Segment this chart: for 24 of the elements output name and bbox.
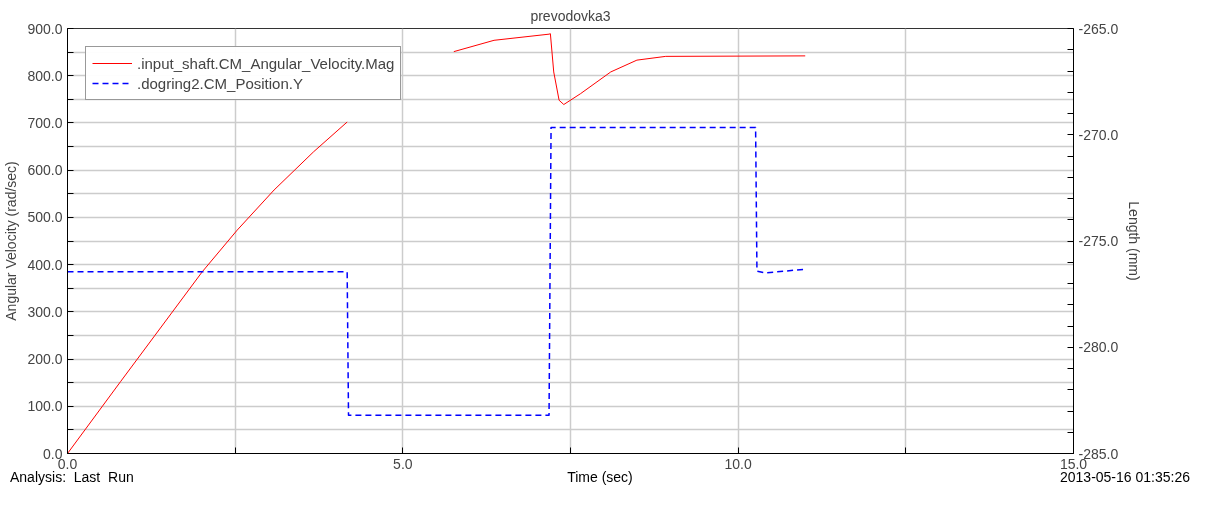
text: 2013-05-16 01:35:26 xyxy=(1059,469,1190,487)
y2-axis-title: Length (mm) xyxy=(1126,201,1143,281)
line-series xyxy=(67,126,806,416)
y2-tick-label: -265.0 xyxy=(1078,20,1119,37)
y-tick-label: 400.0 xyxy=(27,256,63,273)
y-tick-label: 800.0 xyxy=(27,67,63,84)
chart-title: prevodovka3 xyxy=(530,7,611,24)
y2-tick-label: -270.0 xyxy=(1078,126,1119,143)
y-tick-label: 600.0 xyxy=(27,162,63,179)
y-tick-label: 700.0 xyxy=(27,114,63,131)
legend-label: .dogring2.CM_Position.Y xyxy=(137,74,303,92)
y2-tick-label: -275.0 xyxy=(1078,233,1119,249)
y-tick-label: 300.0 xyxy=(27,303,63,320)
y-tick-label: 100.0 xyxy=(27,398,63,415)
y-tick-label: 900.0 xyxy=(27,20,63,37)
y2-tick-label: -280.0 xyxy=(1078,339,1119,356)
y-tick-label: 500.0 xyxy=(27,209,63,226)
legend-label: .input_shaft.CM_Angular_Velocity.Mag xyxy=(137,54,395,72)
y-axis-title: Angular Velocity (rad/sec) xyxy=(3,161,20,321)
y-tick-label: 200.0 xyxy=(27,351,63,368)
x-tick-label: 10.0 xyxy=(724,455,752,472)
x-axis-title: Time (sec) xyxy=(567,469,633,485)
text: Analysis: Last Run xyxy=(10,469,134,485)
x-tick-label: 5.0 xyxy=(393,455,413,472)
